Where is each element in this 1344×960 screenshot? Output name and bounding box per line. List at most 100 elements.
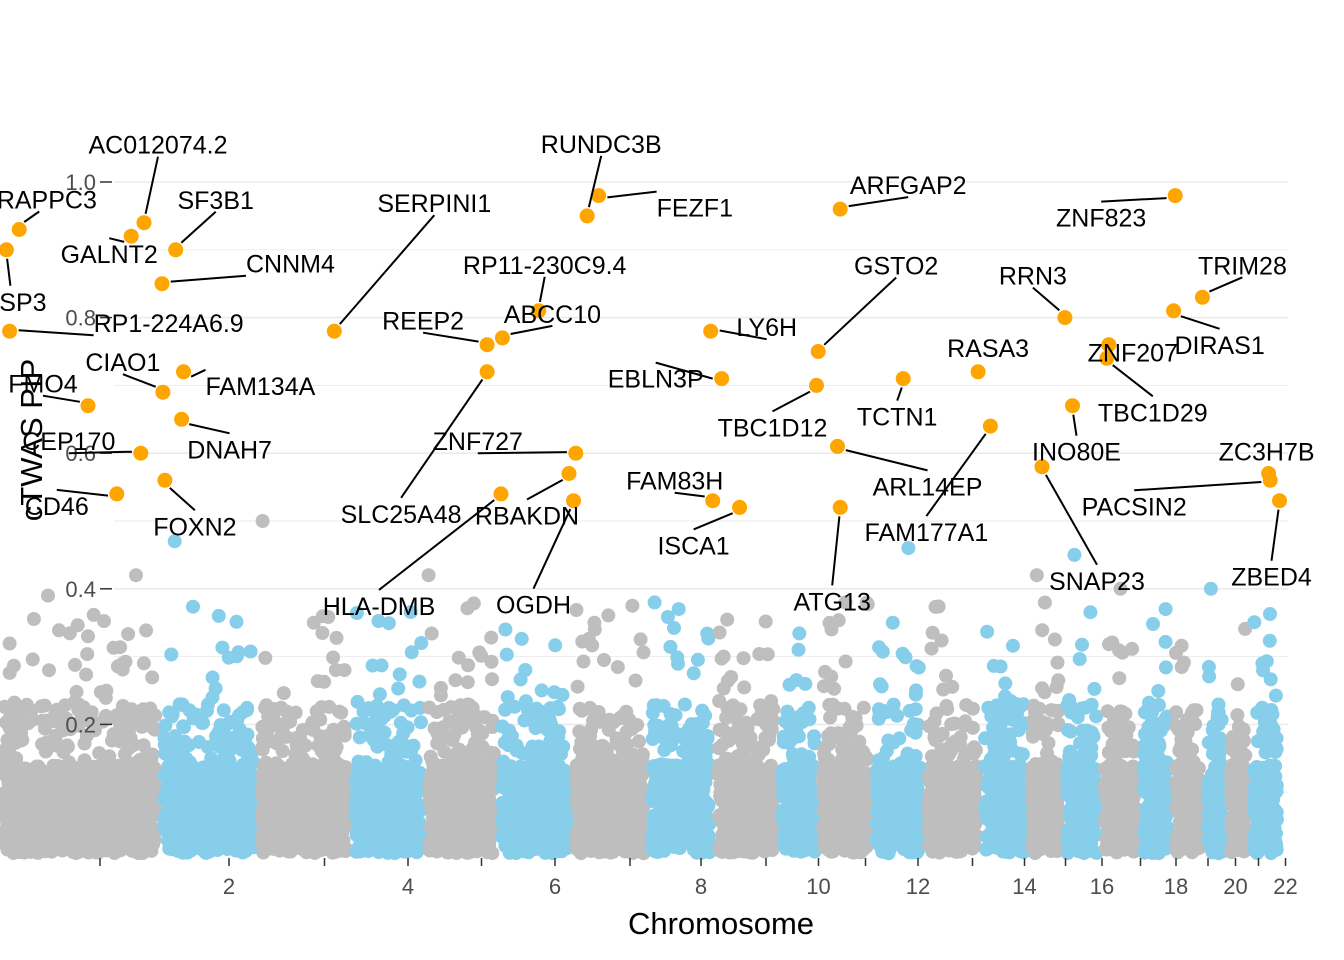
background-points — [0, 514, 1284, 861]
chr-point — [215, 761, 229, 776]
chr-point — [255, 742, 270, 757]
chr-point — [665, 758, 680, 773]
chr-point — [736, 651, 751, 666]
chr-point — [320, 743, 335, 758]
chr-point — [168, 729, 182, 744]
chr-point — [166, 795, 181, 810]
chr-point — [700, 626, 715, 641]
chr-point — [433, 688, 448, 703]
chr-point — [625, 598, 640, 613]
chr-point — [395, 740, 410, 755]
chr-point — [162, 830, 177, 845]
chr-point — [606, 818, 621, 833]
chr-point — [310, 674, 325, 689]
chr-point — [60, 738, 75, 753]
chr-point — [26, 612, 41, 626]
chr-point — [352, 823, 367, 838]
chr-point — [751, 824, 766, 839]
chr-point — [466, 817, 481, 832]
chr-point — [79, 667, 94, 682]
chr-point — [715, 815, 730, 830]
chr-point — [2, 665, 17, 680]
chr-point — [602, 712, 617, 727]
chr-point — [548, 638, 563, 653]
chr-point — [495, 779, 509, 794]
chr-point — [231, 645, 246, 660]
chr-point — [386, 777, 400, 792]
chr-point — [712, 758, 727, 773]
chr-point — [635, 749, 650, 764]
chr-point — [287, 828, 302, 842]
chr-point — [660, 736, 675, 751]
chr-point — [75, 815, 90, 830]
chr-point — [752, 647, 767, 661]
chr-point — [303, 841, 318, 856]
chr-point — [791, 729, 806, 744]
chr-point — [472, 782, 487, 796]
chr-point — [255, 719, 270, 734]
chr-point — [71, 703, 86, 717]
chr-point — [498, 838, 513, 853]
chr-point — [369, 782, 384, 797]
chr-point — [719, 844, 734, 858]
chr-point — [200, 697, 215, 712]
chr-point — [694, 748, 708, 762]
chr-point — [110, 838, 125, 853]
chr-point — [502, 723, 516, 738]
chr-point — [14, 807, 29, 822]
chr-point — [545, 846, 560, 861]
chr-point — [437, 744, 452, 759]
chr-point — [86, 607, 101, 622]
chr-point — [618, 818, 633, 833]
chr-point — [597, 653, 611, 667]
chr-point — [495, 811, 510, 826]
chr-point — [766, 713, 780, 728]
chr-point — [575, 737, 590, 752]
chr-point — [352, 730, 367, 745]
chr-point — [337, 843, 352, 858]
chr-point — [208, 681, 223, 696]
chr-point — [205, 670, 220, 685]
chr-point — [321, 774, 336, 788]
chr-point — [688, 721, 703, 736]
chr-point — [136, 656, 151, 671]
chr-point — [572, 701, 587, 716]
chr-point — [818, 664, 832, 679]
chr-point — [400, 797, 414, 812]
chr-point — [324, 815, 339, 830]
chr-point — [224, 820, 239, 835]
chr-point — [202, 764, 217, 779]
chr-point — [392, 667, 407, 682]
chr-point — [580, 783, 595, 798]
chr-point — [448, 673, 463, 688]
chr-point — [191, 766, 206, 781]
chr-point — [349, 716, 364, 731]
chr-point — [423, 780, 437, 795]
chr-point — [794, 763, 809, 778]
chr-point — [59, 711, 74, 726]
chr-point — [782, 718, 797, 733]
chr-point — [144, 708, 159, 723]
chr-point — [2, 636, 17, 651]
chr-point — [316, 825, 331, 840]
chr-point — [696, 782, 711, 797]
chr-point — [211, 810, 226, 825]
chr-point — [736, 743, 751, 758]
chr-point — [413, 715, 428, 730]
chr-point — [551, 811, 566, 826]
chr-point — [282, 767, 297, 782]
chr-point — [294, 801, 309, 816]
chr-point — [273, 729, 288, 744]
chr-point — [621, 844, 636, 859]
chr-point — [677, 697, 692, 712]
chr-point — [256, 845, 271, 860]
chr-point — [550, 783, 565, 798]
chr-point — [464, 770, 479, 785]
chr-point — [699, 814, 714, 829]
chr-point — [276, 686, 291, 701]
chr-point — [701, 828, 716, 843]
chr-point — [215, 640, 230, 655]
chr-point — [186, 784, 201, 799]
chr-point — [792, 626, 807, 641]
